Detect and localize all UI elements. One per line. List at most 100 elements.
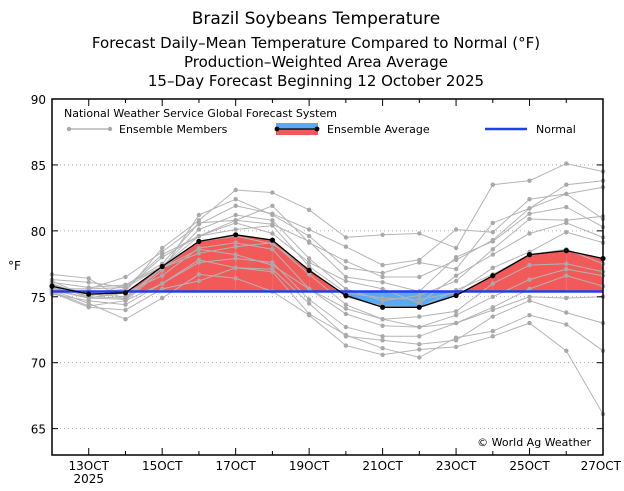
ensemble-member-point: [417, 355, 422, 360]
ensemble-member-point: [527, 216, 532, 222]
ensemble-member-point: [380, 338, 385, 343]
ensemble-member-point: [343, 311, 349, 317]
x-tick-label-15: 15OCT: [142, 459, 183, 473]
chart-subtitle-line-1: Forecast Daily–Mean Temperature Compared…: [92, 34, 540, 52]
ensemble-member-point: [453, 227, 459, 232]
ensemble-member-point: [490, 294, 495, 299]
ensemble-member-point: [196, 272, 202, 277]
ensemble-average-point: [159, 263, 165, 270]
ensemble-member-point: [490, 328, 495, 334]
ensemble-member-point: [343, 274, 349, 280]
ensemble-member-point: [86, 280, 91, 285]
x-tick-label-25: 25OCT: [509, 459, 550, 473]
ensemble-member-point: [564, 161, 569, 166]
ensemble-member-point: [343, 235, 349, 240]
ensemble-member-point: [233, 252, 238, 257]
ensemble-member-point: [490, 239, 495, 244]
ensemble-average-point: [269, 237, 275, 243]
ensemble-member-point: [196, 257, 202, 263]
ensemble-member-point: [453, 344, 459, 350]
ensemble-member-point: [527, 262, 532, 268]
ensemble-member-point: [123, 298, 128, 303]
y-tick-label-75: 75: [31, 291, 46, 305]
ensemble-member-point: [564, 266, 569, 272]
ensemble-member-point: [196, 247, 202, 252]
y-tick-label-90: 90: [31, 93, 46, 107]
ensemble-member-point: [527, 178, 532, 183]
ensemble-member-point: [306, 233, 312, 239]
ensemble-member-point: [233, 256, 238, 261]
ensemble-member-point: [564, 182, 569, 187]
x-axis-ticks: 13OCT 15OCT 17OCT 19OCT 21OCT 23OCT 25OCT 27OCT…: [51, 99, 622, 486]
x-tick-label-23: 23OCT: [436, 459, 477, 473]
ensemble-member-point: [380, 346, 385, 351]
ensemble-member-line-7: [52, 222, 604, 304]
ensemble-member-point: [564, 295, 569, 301]
ensemble-member-point: [343, 302, 349, 307]
ensemble-average-point: [122, 290, 129, 296]
ensemble-member-point: [270, 203, 275, 208]
ensemble-member-point: [453, 245, 459, 251]
ensemble-member-point: [490, 247, 495, 252]
ensemble-member-point: [490, 265, 495, 270]
legend-header: National Weather Service Global Forecast…: [64, 107, 337, 120]
ensemble-member-point: [306, 286, 312, 292]
ensemble-member-point: [233, 244, 238, 249]
y-tick-label-80: 80: [31, 225, 46, 239]
ensemble-member-point: [306, 313, 312, 318]
ensemble-member-point: [380, 232, 385, 237]
ensemble-member-point: [270, 218, 275, 223]
ensemble-member-point: [453, 266, 459, 272]
ensemble-member-point: [270, 231, 275, 236]
plot-frame: [51, 98, 604, 456]
ensemble-member-point: [417, 260, 422, 265]
ensemble-member-point: [123, 302, 128, 307]
ensemble-member-point: [527, 320, 532, 326]
ensemble-member-point: [86, 305, 91, 310]
ensemble-member-point: [564, 310, 569, 315]
legend-members-label: Ensemble Members: [119, 123, 228, 136]
chart-subtitle-line-3: 15–Day Forecast Beginning 12 October 202…: [148, 72, 484, 90]
x-tick-label-27: 27OCT: [581, 459, 622, 473]
ensemble-member-point: [490, 230, 495, 235]
ensemble-member-point: [86, 301, 91, 306]
ensemble-member-point: [453, 278, 459, 284]
ensemble-member-line-4: [51, 193, 604, 289]
ensemble-member-point: [380, 262, 385, 268]
ensemble-member-line-5: [51, 206, 604, 298]
ensemble-member-point: [196, 212, 202, 218]
ensemble-member-point: [417, 347, 422, 352]
ensemble-average-point: [490, 273, 496, 279]
ensemble-member-point: [564, 348, 569, 353]
ensemble-member-point: [306, 207, 312, 212]
ensemble-average-point: [343, 292, 349, 299]
ensemble-member-point: [196, 227, 202, 232]
ensemble-member-point: [343, 306, 349, 311]
ensemble-member-point: [527, 313, 532, 318]
ensemble-member-point: [380, 323, 385, 328]
ensemble-member-line-13: [51, 257, 604, 337]
ensemble-member-line-6: [51, 214, 604, 302]
ensemble-average-line: [51, 234, 604, 308]
ensemble-average-point: [416, 304, 422, 310]
y-axis-label: °F: [8, 259, 21, 273]
ensemble-average-point: [233, 232, 239, 238]
ensemble-member-point: [306, 239, 312, 244]
ensemble-member-line-16: [51, 273, 604, 415]
above-normal-fill-14-0: [566, 250, 603, 292]
ensemble-average-point: [196, 238, 202, 244]
ensemble-member-point: [527, 277, 532, 282]
ensemble-member-point: [196, 220, 202, 226]
legend-average-swatch: [274, 123, 320, 135]
ensemble-member-point: [233, 227, 238, 232]
ensemble-member-point: [86, 276, 91, 281]
ensemble-member-point: [453, 309, 459, 314]
ensemble-member-point: [417, 324, 422, 330]
ensemble-member-point: [233, 203, 238, 208]
legend-average-label: Ensemble Average: [327, 123, 430, 136]
ensemble-member-point: [564, 204, 569, 210]
ensemble-average-point: [526, 252, 533, 258]
ensemble-member-point: [233, 187, 238, 193]
ensemble-member-point: [233, 212, 238, 218]
ensemble-member-line-15: [51, 267, 604, 358]
